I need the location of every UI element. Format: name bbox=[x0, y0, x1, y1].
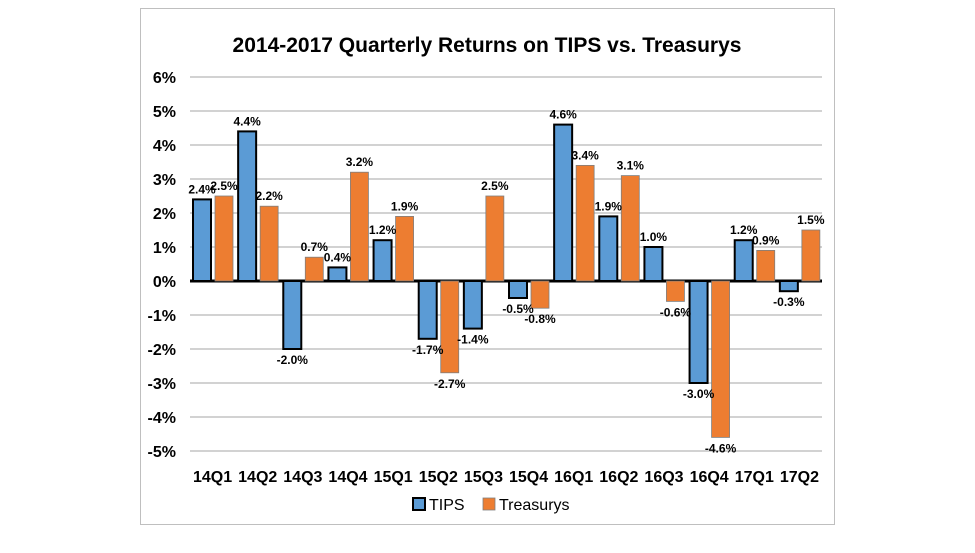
bar-treasurys bbox=[350, 171, 369, 282]
y-tick-label: -2% bbox=[148, 342, 176, 359]
bar-tips bbox=[192, 198, 212, 282]
bar-tips bbox=[372, 239, 393, 282]
chart-title: 2014-2017 Quarterly Returns on TIPS vs. … bbox=[233, 34, 742, 57]
bar-treasurys bbox=[304, 256, 324, 282]
x-tick-label: 16Q2 bbox=[599, 469, 638, 486]
data-label: 0.7% bbox=[301, 240, 329, 254]
data-label: 0.9% bbox=[752, 233, 780, 247]
x-tick-label: 14Q1 bbox=[193, 469, 232, 486]
bar-tips bbox=[598, 215, 619, 282]
data-label: -0.8% bbox=[524, 312, 556, 326]
data-label: 2.5% bbox=[210, 179, 238, 193]
bar-tips bbox=[553, 123, 574, 282]
bar-tips bbox=[508, 280, 528, 299]
data-label: 1.2% bbox=[730, 223, 758, 237]
bar-treasurys bbox=[756, 249, 776, 282]
y-tick-label: 4% bbox=[153, 138, 176, 155]
bar-tips bbox=[643, 246, 664, 282]
legend-swatch-tips bbox=[412, 497, 426, 511]
x-tick-label: 15Q2 bbox=[419, 469, 458, 486]
data-label: 4.6% bbox=[549, 108, 577, 122]
data-label: 1.2% bbox=[369, 223, 397, 237]
bar-treasurys bbox=[259, 205, 279, 282]
data-label: -4.6% bbox=[705, 441, 737, 455]
bar-treasurys bbox=[620, 175, 640, 282]
bar-tips bbox=[417, 280, 438, 340]
data-label: -0.5% bbox=[502, 302, 534, 316]
data-label: 1.5% bbox=[797, 213, 825, 227]
y-tick-label: 6% bbox=[153, 70, 176, 87]
legend-swatch-treasurys bbox=[482, 497, 496, 511]
bar-treasurys bbox=[395, 215, 414, 282]
bar-treasurys bbox=[711, 280, 730, 438]
data-label: 2.2% bbox=[255, 189, 283, 203]
bar-treasurys bbox=[666, 280, 685, 302]
bar-tips bbox=[327, 266, 348, 282]
data-label: -2.0% bbox=[277, 353, 309, 367]
data-label: 3.2% bbox=[346, 155, 374, 169]
data-label: 4.4% bbox=[233, 114, 261, 128]
x-tick-label: 16Q1 bbox=[554, 469, 593, 486]
data-label: -1.4% bbox=[457, 333, 489, 347]
data-label: 1.9% bbox=[391, 199, 419, 213]
data-label: 0.4% bbox=[324, 250, 352, 264]
data-label: -2.7% bbox=[434, 377, 466, 391]
data-label: 3.1% bbox=[617, 159, 645, 173]
x-tick-label: 15Q4 bbox=[509, 469, 548, 486]
x-tick-label: 15Q3 bbox=[464, 469, 503, 486]
bar-treasurys bbox=[440, 280, 460, 374]
x-tick-label: 16Q4 bbox=[690, 469, 729, 486]
data-label: -1.7% bbox=[412, 343, 444, 357]
y-tick-label: 1% bbox=[153, 240, 176, 257]
data-label: 1.0% bbox=[640, 230, 668, 244]
bar-tips bbox=[778, 280, 799, 293]
bar-treasurys bbox=[801, 229, 821, 282]
x-tick-label: 16Q3 bbox=[644, 469, 683, 486]
bar-tips bbox=[237, 130, 258, 282]
bar-treasurys bbox=[485, 195, 505, 282]
x-tick-label: 14Q3 bbox=[283, 469, 322, 486]
data-label: -3.0% bbox=[683, 387, 715, 401]
data-label: 2.4% bbox=[188, 182, 216, 196]
data-label: -0.6% bbox=[660, 305, 692, 319]
data-label: -0.3% bbox=[773, 295, 805, 309]
y-tick-label: -3% bbox=[148, 376, 176, 393]
y-tick-label: -1% bbox=[148, 308, 176, 325]
x-tick-label: 15Q1 bbox=[374, 469, 413, 486]
y-tick-label: 3% bbox=[153, 172, 176, 189]
legend-label: Treasurys bbox=[499, 497, 570, 514]
bar-tips bbox=[733, 239, 754, 282]
bar-tips bbox=[688, 280, 709, 384]
y-tick-label: -5% bbox=[148, 444, 176, 461]
legend-label: TIPS bbox=[429, 497, 465, 514]
data-label: 3.4% bbox=[571, 148, 599, 162]
data-label: 2.5% bbox=[481, 179, 509, 193]
bar-treasurys bbox=[575, 164, 595, 282]
x-tick-label: 14Q4 bbox=[328, 469, 367, 486]
bar-tips bbox=[282, 280, 303, 350]
x-tick-label: 17Q1 bbox=[735, 469, 774, 486]
y-tick-label: -4% bbox=[148, 410, 176, 427]
x-tick-label: 14Q2 bbox=[238, 469, 277, 486]
y-tick-label: 0% bbox=[153, 274, 176, 291]
y-tick-label: 5% bbox=[153, 104, 176, 121]
x-tick-label: 17Q2 bbox=[780, 469, 819, 486]
data-label: 1.9% bbox=[595, 199, 623, 213]
bar-tips bbox=[462, 280, 483, 330]
y-tick-label: 2% bbox=[153, 206, 176, 223]
bar-treasurys bbox=[530, 280, 550, 309]
bar-treasurys bbox=[214, 195, 234, 282]
